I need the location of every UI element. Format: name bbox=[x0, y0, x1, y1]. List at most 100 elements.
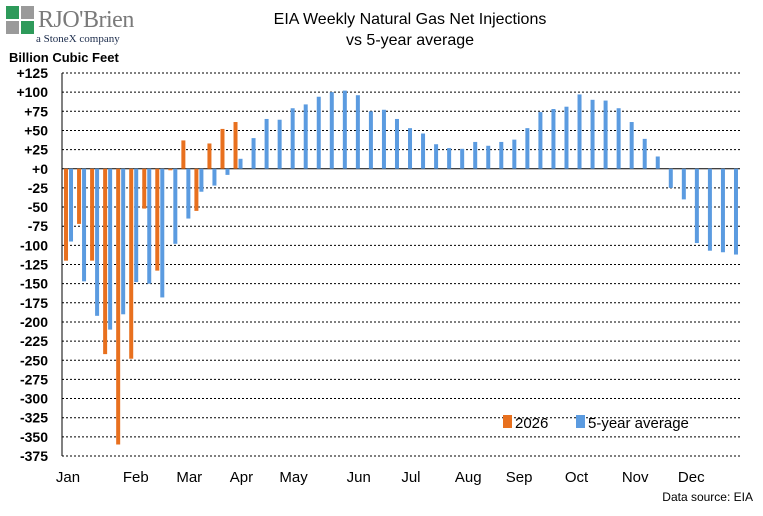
chart-title-main: EIA Weekly Natural Gas Net Injections bbox=[273, 11, 547, 28]
bar-5yr-avg bbox=[186, 168, 191, 219]
bar-5yr-avg bbox=[499, 141, 504, 169]
bar-5yr-avg bbox=[655, 156, 660, 169]
chart-subtitle: vs 5-year average bbox=[345, 32, 475, 49]
x-tick-label: Dec bbox=[678, 469, 705, 486]
x-tick-label: Mar bbox=[176, 469, 202, 486]
rjo-logo-icon bbox=[6, 6, 34, 34]
y-tick-label: -225 bbox=[20, 333, 48, 349]
bar-5yr-avg bbox=[603, 100, 608, 169]
bar-5yr-avg bbox=[694, 168, 699, 244]
bar-5yr-avg bbox=[642, 138, 647, 169]
y-tick-label: -200 bbox=[20, 314, 48, 330]
bar-5yr-avg bbox=[238, 158, 243, 169]
bar-5yr-avg bbox=[421, 133, 426, 169]
bar-5yr-avg bbox=[473, 141, 478, 169]
y-tick-label: +25 bbox=[24, 142, 48, 158]
y-tick-label: -175 bbox=[20, 295, 48, 311]
bar-5yr-avg bbox=[460, 148, 465, 169]
x-tick-label: Oct bbox=[565, 469, 589, 486]
axes: +125 +100 +75 +50 +25 +0 -25 -50 -75 -100 -125 -150… bbox=[16, 65, 705, 486]
bar-5yr-avg bbox=[368, 111, 373, 169]
bar-2026 bbox=[129, 168, 134, 359]
bar-5yr-avg bbox=[512, 139, 517, 169]
legend-swatch-5yr-avg bbox=[576, 415, 585, 428]
bar-5yr-avg bbox=[447, 148, 452, 169]
bar-5yr-avg bbox=[160, 168, 165, 298]
bar-5yr-avg bbox=[82, 168, 87, 282]
y-tick-label: +75 bbox=[24, 103, 48, 119]
bar-2026 bbox=[181, 140, 186, 169]
bar-5yr-avg bbox=[486, 145, 491, 169]
bar-5yr-avg bbox=[551, 109, 556, 169]
bar-5yr-avg bbox=[303, 104, 308, 169]
bar-2026 bbox=[168, 168, 173, 171]
bar-5yr-avg bbox=[590, 99, 595, 169]
y-tick-label: -25 bbox=[28, 180, 48, 196]
y-tick-label: -75 bbox=[28, 218, 48, 234]
y-tick-label: -375 bbox=[20, 448, 48, 464]
bar-5yr-avg bbox=[69, 168, 74, 242]
bar-5yr-avg bbox=[408, 128, 413, 169]
bar-5yr-avg bbox=[355, 95, 360, 169]
data-source-note: Data source: EIA bbox=[662, 490, 753, 504]
bar-5yr-avg bbox=[134, 168, 139, 283]
y-tick-label: -100 bbox=[20, 237, 48, 253]
bar-5yr-avg bbox=[147, 168, 152, 284]
x-tick-label: Apr bbox=[230, 469, 253, 486]
bar-2026 bbox=[116, 168, 121, 445]
y-tick-label: +125 bbox=[16, 65, 48, 81]
x-tick-label: Jan bbox=[56, 469, 80, 486]
bar-2026 bbox=[194, 168, 199, 211]
bar-5yr-avg bbox=[707, 168, 712, 251]
bar-5yr-avg bbox=[577, 94, 582, 169]
y-tick-label: -350 bbox=[20, 429, 48, 445]
y-tick-label: -50 bbox=[28, 199, 48, 215]
bar-5yr-avg bbox=[264, 118, 269, 169]
bar-2026 bbox=[64, 168, 69, 261]
bar-5yr-avg bbox=[251, 138, 256, 169]
bar-5yr-avg bbox=[290, 108, 295, 169]
x-tick-label: Nov bbox=[622, 469, 649, 486]
bar-5yr-avg bbox=[95, 168, 100, 316]
bar-5yr-avg bbox=[394, 118, 399, 169]
y-tick-label: +100 bbox=[16, 84, 48, 100]
bar-5yr-avg bbox=[381, 109, 386, 169]
chart-title: EIA Weekly Natural Gas Net Injections vs… bbox=[200, 9, 620, 51]
bar-5yr-avg bbox=[121, 168, 126, 315]
y-tick-label: +50 bbox=[24, 122, 48, 138]
bar-5yr-avg bbox=[616, 108, 621, 169]
bar-5yr-avg bbox=[681, 168, 686, 200]
y-tick-label: -250 bbox=[20, 352, 48, 368]
bar-5yr-avg bbox=[212, 168, 217, 186]
logo-brand: RJO'Brien bbox=[38, 7, 134, 33]
company-logo: RJO'Brien a StoneX company bbox=[6, 4, 136, 48]
grid-lines bbox=[62, 72, 740, 457]
bar-5yr-avg bbox=[538, 112, 543, 169]
bar-5yr-avg bbox=[720, 168, 725, 253]
bar-2026 bbox=[233, 122, 238, 169]
legend: 2026 5-year average bbox=[503, 415, 689, 432]
x-tick-label: Aug bbox=[455, 469, 482, 486]
x-tick-label: May bbox=[279, 469, 308, 486]
y-tick-label: -125 bbox=[20, 257, 48, 273]
bar-2026 bbox=[90, 168, 95, 261]
bar-5yr-avg bbox=[525, 128, 530, 169]
bar-2026 bbox=[142, 168, 147, 209]
y-tick-label: -300 bbox=[20, 391, 48, 407]
y-tick-label: -150 bbox=[20, 276, 48, 292]
x-tick-label: Jun bbox=[347, 469, 371, 486]
bar-2026 bbox=[155, 168, 160, 271]
y-axis-label: Billion Cubic Feet bbox=[9, 50, 119, 65]
bar-5yr-avg bbox=[629, 122, 634, 169]
bar-5yr-avg bbox=[434, 144, 439, 169]
legend-label-5yr-avg: 5-year average bbox=[588, 415, 689, 432]
bar-5yr-avg bbox=[277, 119, 282, 169]
bar-5yr-avg bbox=[173, 168, 178, 244]
logo-tagline: a StoneX company bbox=[36, 33, 120, 45]
bar-2026 bbox=[220, 128, 225, 169]
bars bbox=[64, 90, 738, 445]
bar-5yr-avg bbox=[329, 92, 334, 169]
legend-label-2026: 2026 bbox=[515, 415, 548, 432]
bar-2026 bbox=[103, 168, 108, 355]
